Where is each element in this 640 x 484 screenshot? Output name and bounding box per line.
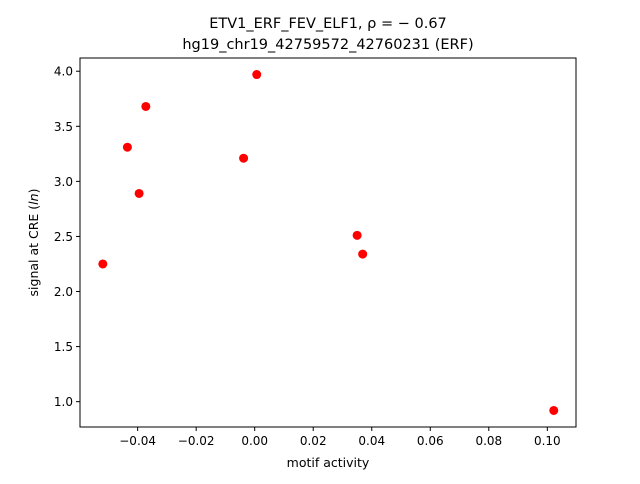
x-tick-label: 0.08 bbox=[475, 434, 502, 448]
y-axis-label-suffix: ) bbox=[26, 189, 41, 194]
data-point bbox=[252, 70, 262, 80]
data-points bbox=[98, 70, 559, 415]
y-tick-label: 3.5 bbox=[54, 120, 73, 134]
x-axis-label: motif activity bbox=[287, 455, 370, 470]
chart-title-line1: ETV1_ERF_FEV_ELF1, ρ = − 0.67 bbox=[209, 16, 447, 32]
data-point bbox=[122, 142, 132, 152]
data-point bbox=[141, 101, 151, 111]
y-axis-label-math: ln bbox=[26, 193, 41, 204]
y-tick-label: 1.5 bbox=[54, 340, 73, 354]
x-tick-label: −0.02 bbox=[178, 434, 215, 448]
y-tick-label: 1.0 bbox=[54, 395, 73, 409]
x-tick-label: 0.02 bbox=[300, 434, 327, 448]
data-point bbox=[239, 153, 249, 163]
plot-area: −0.04 −0.02 0.00 0.02 0.04 0.06 0.08 0.10 1.01.… bbox=[54, 57, 577, 448]
x-tick-label: 0.10 bbox=[534, 434, 561, 448]
y-axis-label: signal at CRE (ln) bbox=[26, 189, 41, 297]
chart-title-line2: hg19_chr19_42759572_42760231 (ERF) bbox=[182, 37, 473, 53]
x-axis-ticks: −0.04 −0.02 0.00 0.02 0.04 0.06 0.08 0.10 bbox=[119, 427, 561, 448]
y-tick-label: 4.0 bbox=[54, 65, 73, 79]
y-tick-label: 2.0 bbox=[54, 285, 73, 299]
y-axis-ticks: 1.0 1.5 2.0 2.5 3.0 3.5 4.0 bbox=[54, 65, 80, 409]
data-point bbox=[549, 405, 559, 415]
chart-title: ETV1_ERF_FEV_ELF1, ρ = − 0.67 hg19_chr19… bbox=[182, 16, 473, 53]
x-tick-label: −0.04 bbox=[119, 434, 156, 448]
data-point bbox=[134, 188, 144, 198]
x-tick-label: 0.04 bbox=[358, 434, 385, 448]
data-point bbox=[98, 259, 108, 269]
axes-frame bbox=[79, 57, 577, 428]
y-tick-label: 2.5 bbox=[54, 230, 73, 244]
data-point bbox=[352, 230, 362, 240]
x-tick-label: 0.00 bbox=[241, 434, 268, 448]
y-axis-label-prefix: signal at CRE ( bbox=[26, 205, 41, 297]
y-tick-label: 3.0 bbox=[54, 175, 73, 189]
data-point bbox=[358, 249, 368, 259]
x-tick-label: 0.06 bbox=[417, 434, 444, 448]
